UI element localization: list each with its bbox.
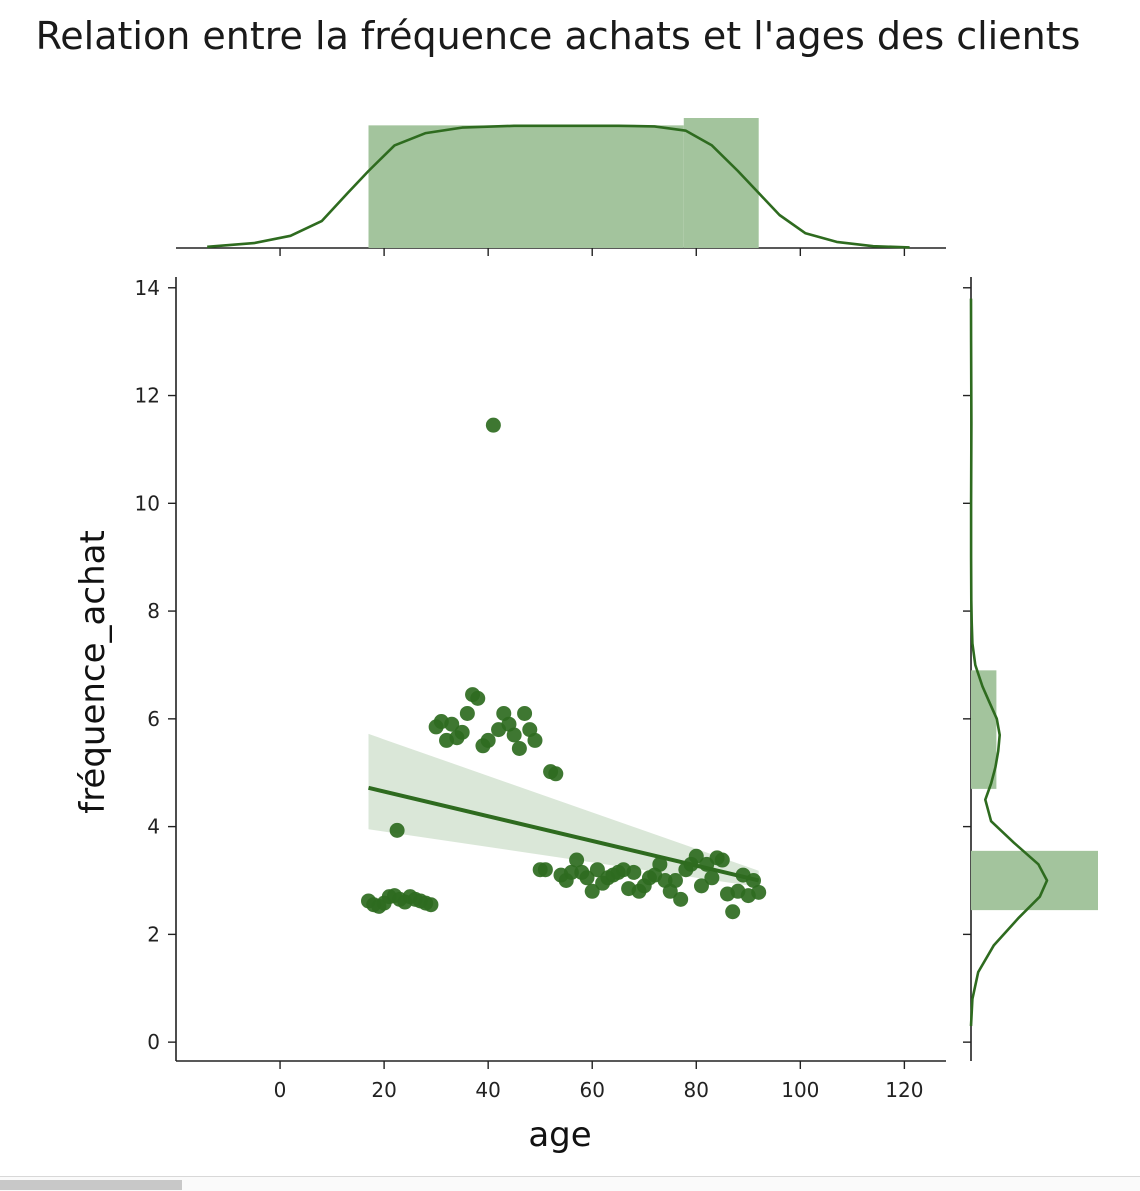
y-tick-label: 4 [147,815,160,839]
data-point [527,732,543,748]
data-point [480,732,496,748]
data-point [459,705,475,721]
data-point [584,883,600,899]
x-tick-label: 120 [885,1078,923,1102]
x-axis-label: age [528,1115,591,1155]
data-point [688,848,704,864]
data-point [517,705,533,721]
horizontal-scrollbar[interactable] [0,1180,182,1190]
data-point [537,862,553,878]
x-tick-label: 100 [781,1078,819,1102]
y-tick-label: 12 [135,384,160,408]
x-tick-label: 40 [475,1078,500,1102]
data-point [506,727,522,743]
data-point [423,897,439,913]
data-point [389,822,405,838]
data-point [444,716,460,732]
data-point [548,766,564,782]
y-tick-label: 0 [147,1030,160,1054]
age-histogram-bar [683,118,759,248]
regression-line [368,785,760,883]
data-point [714,852,730,868]
data-point [485,417,501,433]
y-tick-label: 6 [147,707,160,731]
data-point [673,891,689,907]
y-tick-label: 10 [135,491,160,515]
data-point [667,872,683,888]
y-tick-label: 8 [147,599,160,623]
y-tick-label: 14 [135,276,160,300]
data-point [626,864,642,880]
scatter-plot-area: 0 20 40 60 80 100 120 0 2 4 6 8 10 12 14 [135,276,946,1102]
age-kde-curve [207,124,910,249]
x-tick-label: 0 [274,1078,287,1102]
y-tick-label: 2 [147,922,160,946]
marginal-age-histogram [176,118,946,256]
data-point [693,878,709,894]
data-point [454,724,470,740]
data-point [569,852,585,868]
frequency-kde-curve [969,298,1049,1027]
data-point [470,690,486,706]
x-tick-label: 80 [684,1078,709,1102]
data-point [511,740,527,756]
chart-title: Relation entre la fréquence achats et l'… [35,14,1081,58]
data-point [563,864,579,880]
age-histogram-bar [368,125,684,248]
x-tick-label: 60 [579,1078,604,1102]
marginal-frequency-histogram [963,277,1098,1061]
data-point [704,870,720,886]
data-point [589,862,605,878]
data-point [579,870,595,886]
bottom-border [0,1176,1140,1191]
x-tick-label: 20 [371,1078,396,1102]
y-axis-label: fréquence_achat [73,530,113,814]
data-point [751,884,767,900]
data-point [725,904,741,920]
data-point [652,856,668,872]
regression-ci-band [368,733,759,887]
